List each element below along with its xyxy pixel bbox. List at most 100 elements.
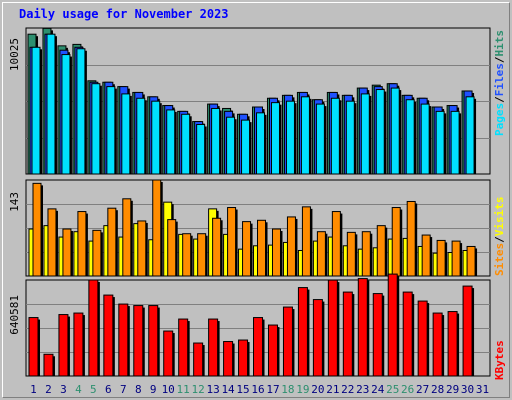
legend-mid: Sites/Visits <box>493 197 506 277</box>
sites-bar <box>257 219 267 277</box>
pages-bar <box>46 33 56 175</box>
sites-bar <box>242 221 252 277</box>
day-label: 10 <box>162 383 175 396</box>
sites-bar <box>167 219 177 277</box>
pages-bar <box>300 96 310 175</box>
sites-bar <box>182 233 192 277</box>
day-label: 31 <box>476 383 489 396</box>
kbytes-bar <box>372 293 383 377</box>
day-label: 30 <box>461 383 474 396</box>
sites-bar <box>436 239 446 277</box>
pages-bar <box>226 116 236 175</box>
kbytes-bar <box>163 330 174 377</box>
top-axis-max-label: 10025 <box>8 38 21 71</box>
legend-top-part: / <box>493 96 506 103</box>
kbytes-bar <box>432 312 443 377</box>
day-label: 21 <box>326 383 339 396</box>
day-label: 8 <box>135 383 142 396</box>
pages-bar <box>360 93 370 175</box>
legend-mid-part: / <box>493 236 506 243</box>
kbytes-bar <box>462 285 473 377</box>
sites-bar <box>62 228 72 277</box>
day-label: 4 <box>75 383 82 396</box>
day-label: 20 <box>311 383 324 396</box>
day-label: 14 <box>221 383 235 396</box>
sites-bar <box>32 182 42 277</box>
pages-bar <box>405 99 415 175</box>
kbytes-bar <box>178 318 189 377</box>
sites-bar <box>406 200 416 277</box>
kbytes-bar <box>417 300 428 377</box>
pages-bar <box>390 87 400 175</box>
sites-bar <box>361 231 371 277</box>
sites-bar <box>137 220 147 277</box>
day-label: 13 <box>206 383 219 396</box>
day-label: 9 <box>150 383 157 396</box>
sites-bar <box>376 225 386 277</box>
day-label: 18 <box>281 383 294 396</box>
pages-bar <box>106 86 116 175</box>
pages-bar <box>91 83 101 175</box>
kbytes-bar <box>297 287 308 377</box>
kbytes-bar <box>357 278 368 377</box>
sites-bar <box>271 228 281 277</box>
day-label: 11 <box>177 383 190 396</box>
kbytes-bar <box>447 311 458 377</box>
day-label: 15 <box>236 383 249 396</box>
legend-bottom: KBytes <box>493 340 506 380</box>
bottom-axis-max-label: 640581 <box>8 295 21 335</box>
day-label: 2 <box>45 383 52 396</box>
sites-bar <box>197 233 207 277</box>
kbytes-bar <box>312 299 323 377</box>
day-label: 27 <box>416 383 429 396</box>
day-label: 28 <box>431 383 444 396</box>
pages-bar <box>76 48 86 175</box>
sites-bar <box>331 211 341 277</box>
pages-bar <box>330 97 340 175</box>
sites-bar <box>391 207 401 277</box>
kbytes-bar <box>88 279 99 377</box>
kbytes-bar <box>282 306 293 377</box>
sites-bar <box>92 229 102 277</box>
legend-mid-part: Sites <box>493 243 506 276</box>
kbytes-bar <box>387 273 398 377</box>
sites-bar <box>122 198 132 277</box>
day-label: 7 <box>120 383 127 396</box>
pages-bar <box>196 123 206 175</box>
sites-bar <box>152 179 162 277</box>
legend-top-part: Pages <box>493 103 506 136</box>
pages-bar <box>450 110 460 175</box>
pages-bar <box>345 100 355 175</box>
day-label: 19 <box>296 383 309 396</box>
pages-bar <box>285 100 295 175</box>
kbytes-bar <box>208 318 219 377</box>
pages-bar <box>211 107 221 175</box>
day-label: 25 <box>386 383 399 396</box>
legend-bottom-part: KBytes <box>493 340 506 380</box>
kbytes-bar <box>73 312 84 377</box>
sites-bar <box>47 208 57 277</box>
day-label: 17 <box>266 383 279 396</box>
kbytes-bar <box>118 303 129 377</box>
pages-bar <box>121 93 131 175</box>
pages-bar <box>136 97 146 175</box>
chart-title: Daily usage for November 2023 <box>19 7 229 21</box>
sites-bar <box>227 207 237 277</box>
kbytes-bar <box>253 317 264 377</box>
pages-bar <box>465 96 475 175</box>
pages-bar <box>435 110 445 175</box>
pages-bar <box>151 100 161 175</box>
pages-bar <box>181 113 191 175</box>
day-label: 12 <box>192 383 205 396</box>
sites-bar <box>451 240 461 277</box>
kbytes-bar <box>223 341 234 377</box>
pages-bar <box>61 54 71 175</box>
sites-bar <box>77 211 87 277</box>
day-label: 22 <box>341 383 354 396</box>
pages-bar <box>315 103 325 175</box>
kbytes-bar <box>148 305 159 377</box>
day-label: 24 <box>371 383 385 396</box>
legend-top-part: Hits <box>493 30 506 57</box>
